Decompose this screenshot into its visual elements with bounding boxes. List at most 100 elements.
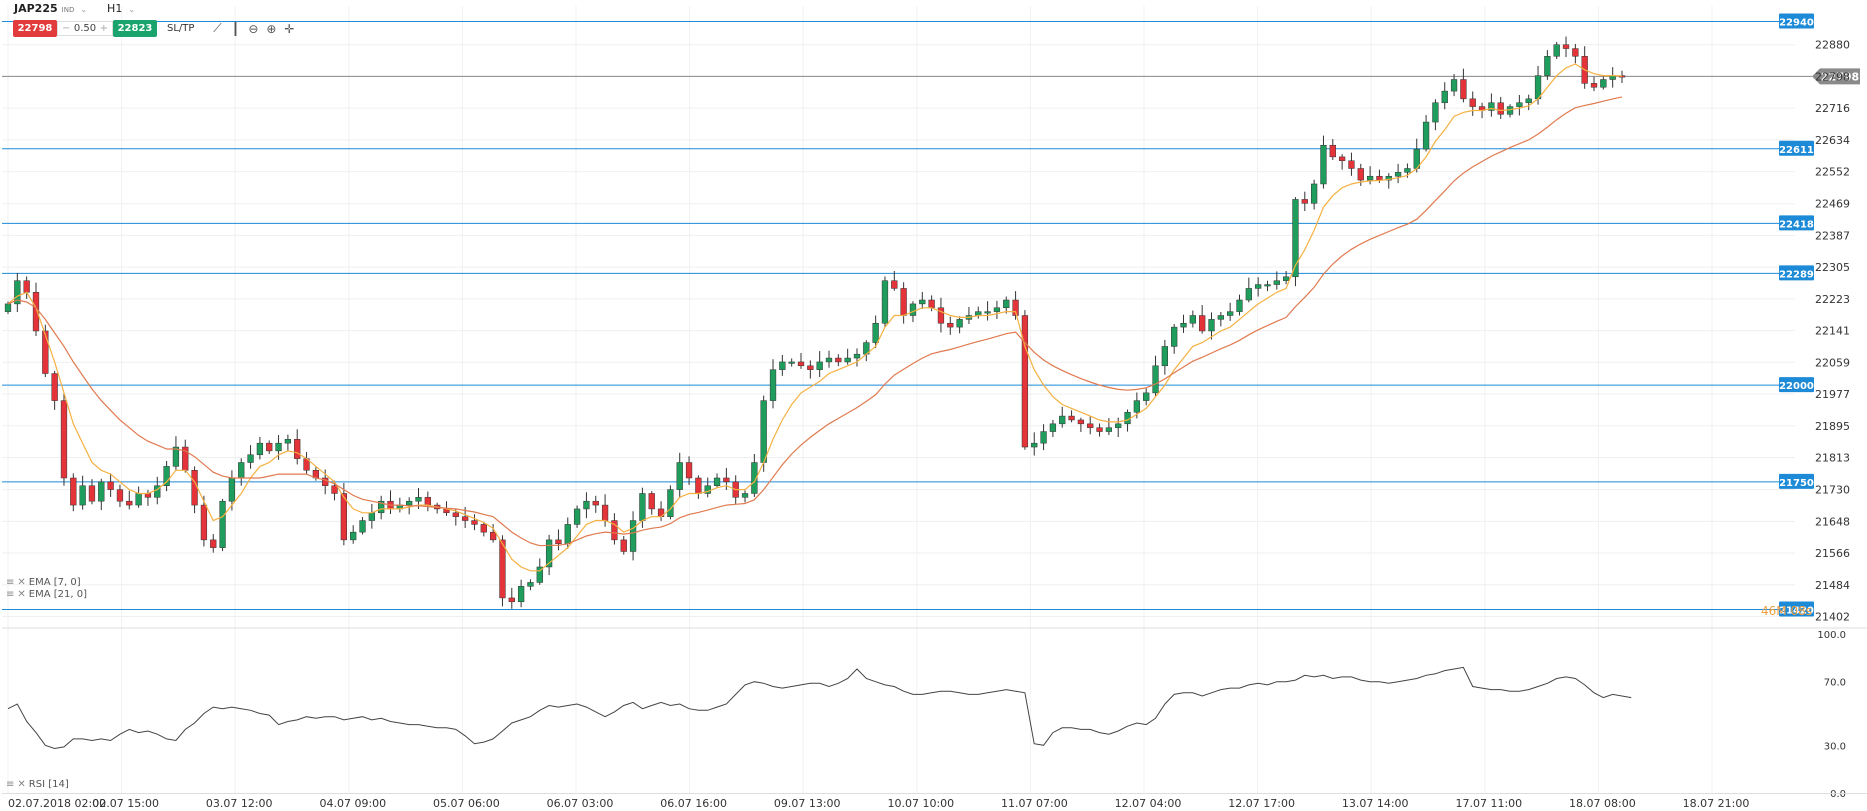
candle-up [1544,56,1551,76]
close-icon[interactable]: ✕ [17,577,26,588]
candle-up [1310,183,1318,204]
candle-down [471,520,478,525]
sell-button[interactable]: 22798 [13,20,57,37]
menu-icon[interactable]: ≡ [6,589,15,600]
time-tick-label: 06.07 03:00 [547,797,614,810]
candle-up [1366,175,1374,181]
candle-up [564,524,571,545]
candle-down [1301,199,1308,204]
candle-down [1087,423,1094,428]
rsi-line [7,666,1632,750]
minus-icon[interactable]: − [62,23,71,34]
timeframe-chevron-down-icon[interactable]: ⌄ [128,5,136,14]
candle-up [1441,90,1448,103]
candle-up [1180,322,1187,328]
candle-up [359,520,366,533]
candle-down [1562,44,1570,49]
candle-down [42,330,49,374]
candle-down [1068,415,1075,421]
chevron-down-icon[interactable]: ⌄ [80,5,88,14]
spread-box: − 0.50 + [57,21,113,36]
zoom-out-icon[interactable]: ⊖ [248,21,259,36]
ema21-label: EMA [21, 0] [28,589,87,600]
price-tick-label: 22552 [1815,166,1850,179]
price-tick-label: 21402 [1815,610,1850,623]
close-icon[interactable]: ✕ [17,779,26,790]
time-tick-label: 18.07 21:00 [1683,797,1750,810]
price-tick-label: 21977 [1815,388,1850,401]
candle-up [1143,392,1150,401]
spread-value: 0.50 [73,23,97,34]
candle-up [256,442,264,456]
candle-up [909,303,917,316]
candle-down [499,539,506,599]
time-tick-label: 13.07 14:00 [1342,797,1409,810]
candle-up [760,400,767,463]
candle-up [676,462,683,490]
zoom-in-icon[interactable]: ⊕ [266,21,277,36]
menu-icon[interactable]: ≡ [6,577,15,588]
trend-icon[interactable]: ⟋ [213,21,222,35]
price-level-label: 22611 [1779,145,1814,156]
candle-up [1105,427,1113,432]
buy-button[interactable]: 22823 [113,20,157,37]
candle-up [1133,400,1141,413]
price-level-badge [1779,377,1814,393]
candle-up [1394,172,1402,177]
candle-down [88,485,96,502]
candle-up [993,307,1001,312]
candle-down [70,477,77,506]
candle-up [788,361,795,364]
candle-down [424,497,431,506]
symbol-selector[interactable]: JAP225 [14,2,58,15]
candle-up [247,454,254,463]
sltp-button[interactable]: SL/TP [167,23,195,34]
candle-up [1450,79,1458,92]
ema21-line [7,96,1623,547]
timeframe-selector[interactable]: H1 [107,2,123,15]
candle-up [1059,415,1066,425]
candle-down [1469,98,1476,107]
price-tick-label: 21566 [1815,547,1850,560]
candle-up [1488,102,1495,111]
rsi-panel: 100.0 70.0 30.0 0.0 [2,627,1867,800]
close-icon[interactable]: ✕ [17,589,26,600]
candle-up [713,477,721,486]
time-tick-label: 03.07 12:00 [206,797,273,810]
candle-up [1040,431,1047,444]
menu-icon[interactable]: ≡ [6,779,15,790]
ema-lines [7,63,1623,572]
time-tick-label: 12.07 04:00 [1115,797,1182,810]
candle-up [238,462,245,479]
candle-up [163,466,170,486]
candle-up [1404,168,1411,173]
candle-up [1245,288,1252,301]
candle-up [1282,276,1290,281]
chart-type-icon[interactable]: ┃ [231,21,240,36]
candle-up [573,508,581,525]
candle-down [32,292,40,332]
price-tick-label: 22798 [1815,70,1850,83]
candle-down [126,500,133,506]
candle-up [1516,102,1523,107]
candle-down [620,539,627,552]
price-level-label: 22418 [1779,219,1814,230]
plus-icon[interactable]: + [99,23,108,34]
time-tick-label: 12.07 17:00 [1228,797,1295,810]
candle-up [1292,199,1299,278]
price-level-badge [1779,601,1814,617]
candle-down [1096,427,1103,432]
candle-down [807,365,814,370]
rsi-label: RSI [14] [28,779,69,790]
chart-toolbar: JAP225 IND ⌄ H1 ⌄ 22798 − 0.50 + 22823 SL/TP… [0,0,330,40]
candle-up [769,369,777,401]
candle-down [331,485,338,494]
price-level-label: 22940 [1779,17,1814,28]
horizontal-levels[interactable]: 22940 22611 22418 22289 22000 21750 21420 22798 [2,13,1860,617]
candle-up [14,280,21,305]
price-tick-label: 22469 [1815,198,1850,211]
current-price-badge [1812,68,1860,85]
candle-up [228,477,236,502]
crosshair-icon[interactable]: ✛ [284,21,295,36]
